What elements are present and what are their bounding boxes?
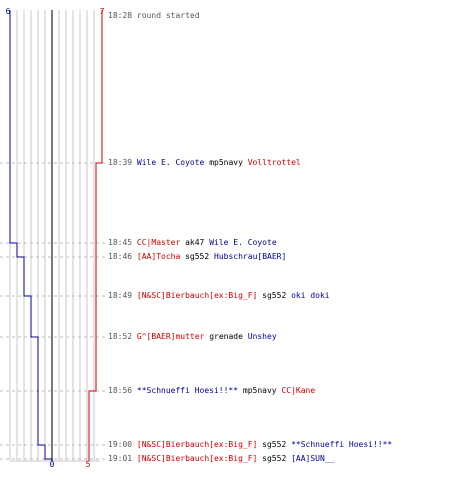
killer-name: **Schnueffi Hoesi!!** (136, 386, 239, 395)
victim-name: **Schnueffi Hoesi!!** (291, 440, 393, 449)
grid-lines (9, 10, 100, 462)
weapon-name: mp5navy (209, 158, 243, 167)
victim-name: CC|Kane (281, 386, 316, 395)
victim-name: oki doki (291, 291, 330, 300)
weapon-name: sg552 (262, 454, 287, 463)
event-row: 19:01 [N&SC]Bierbauch[ex:Big_F] sg552 [A… (108, 454, 334, 464)
red-team-step-line (88, 10, 103, 461)
event-time: 18:39 (108, 158, 133, 167)
victim-name: [AA]SUN__ (291, 454, 335, 463)
weapon-name: ak47 (185, 238, 205, 247)
killer-name: G^[BAER]mutter (136, 332, 205, 341)
weapon-name: sg552 (262, 291, 287, 300)
event-row: 18:49 [N&SC]Bierbauch[ex:Big_F] sg552 ok… (108, 291, 330, 301)
blue-team-step-line (9, 10, 53, 461)
event-time: 18:45 (108, 238, 133, 247)
event-time: 18:28 (108, 11, 133, 20)
killer-name: [AA]Tocha (136, 252, 181, 261)
bottom-left-score: 0 (50, 460, 55, 469)
killer-name: Wile E. Coyote (136, 158, 205, 167)
event-time: 18:52 (108, 332, 133, 341)
killer-name: [N&SC]Bierbauch[ex:Big_F] (136, 440, 258, 449)
victim-name: Wile E. Coyote (209, 238, 277, 247)
event-time: 19:00 (108, 440, 133, 449)
event-row: 18:28 round started (108, 11, 200, 21)
killer-name: [N&SC]Bierbauch[ex:Big_F] (136, 291, 258, 300)
event-row: 18:56 **Schnueffi Hoesi!!** mp5navy CC|K… (108, 386, 315, 396)
weapon-name: sg552 (262, 440, 287, 449)
event-note: round started (136, 11, 200, 20)
event-row: 18:52 G^[BAER]mutter grenade Unshey (108, 332, 277, 342)
event-row: 18:39 Wile E. Coyote mp5navy Volltrottel (108, 158, 301, 168)
victim-name: Unshey (247, 332, 277, 341)
weapon-name: grenade (209, 332, 243, 341)
top-right-score: 7 (100, 7, 105, 16)
killer-name: [N&SC]Bierbauch[ex:Big_F] (136, 454, 258, 463)
weapon-name: mp5navy (242, 386, 277, 395)
event-time: 19:01 (108, 454, 133, 463)
killer-name: CC|Master (136, 238, 181, 247)
victim-name: Hubschrau[BAER] (214, 252, 287, 261)
victim-name: Volltrottel (247, 158, 301, 167)
bottom-right-score: 5 (86, 460, 91, 469)
event-time: 18:56 (108, 386, 133, 395)
event-time: 18:49 (108, 291, 133, 300)
weapon-name: sg552 (185, 252, 210, 261)
event-time: 18:46 (108, 252, 133, 261)
event-row: 18:46 [AA]Tocha sg552 Hubschrau[BAER] (108, 252, 286, 262)
top-left-score: 6 (6, 7, 11, 16)
event-row: 18:45 CC|Master ak47 Wile E. Coyote (108, 238, 277, 248)
event-row: 19:00 [N&SC]Bierbauch[ex:Big_F] sg552 **… (108, 440, 392, 450)
